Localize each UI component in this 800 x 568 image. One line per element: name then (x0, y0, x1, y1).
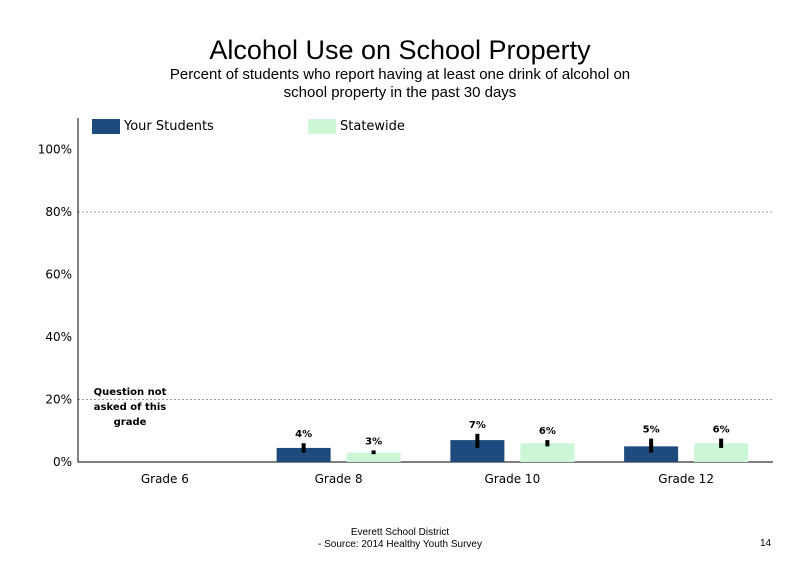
y-tick-label: 20% (45, 392, 72, 406)
y-tick-label: 60% (45, 267, 72, 281)
y-tick-label: 0% (53, 455, 72, 469)
bar-statewide (520, 443, 575, 462)
legend-label-your-students: Your Students (124, 118, 214, 134)
footer-source: - Source: 2014 Healthy Youth Survey (318, 539, 482, 550)
grade-6-note: Question not asked of this grade (93, 387, 167, 428)
x-tick-label: Grade 6 (141, 472, 189, 486)
legend-label-statewide: Statewide (340, 118, 405, 134)
data-label-your-students: 4% (295, 429, 312, 440)
footer-district: Everett School District (350, 527, 450, 538)
data-label-your-students: 7% (469, 420, 486, 431)
x-tick-label: Grade 8 (315, 472, 363, 486)
page-number: 14 (760, 538, 772, 549)
data-label-statewide: 3% (365, 436, 382, 447)
bar-statewide (346, 452, 401, 462)
x-tick-label: Grade 10 (485, 472, 541, 486)
bar-your-students (450, 440, 505, 462)
bar-your-students (624, 446, 679, 462)
y-tick-label: 40% (45, 330, 72, 344)
bar-your-students (276, 447, 331, 462)
chart-subtitle: Percent of students who report having at… (169, 66, 631, 101)
data-label-statewide: 6% (713, 425, 730, 436)
legend-swatch-statewide (308, 118, 336, 134)
x-tick-label: Grade 12 (658, 472, 714, 486)
data-label-statewide: 6% (539, 426, 556, 437)
legend-statewide: Statewide (308, 118, 405, 134)
y-tick-label: 100% (38, 142, 72, 156)
y-tick-label: 80% (45, 205, 72, 219)
data-label-your-students: 5% (643, 425, 660, 436)
legend-your-students: Your Students (92, 118, 214, 134)
bar-statewide (694, 443, 749, 462)
footer: Everett School District - Source: 2014 H… (250, 527, 550, 551)
legend-swatch-your-students (92, 118, 120, 134)
chart-title: Alcohol Use on School Property (209, 35, 591, 65)
